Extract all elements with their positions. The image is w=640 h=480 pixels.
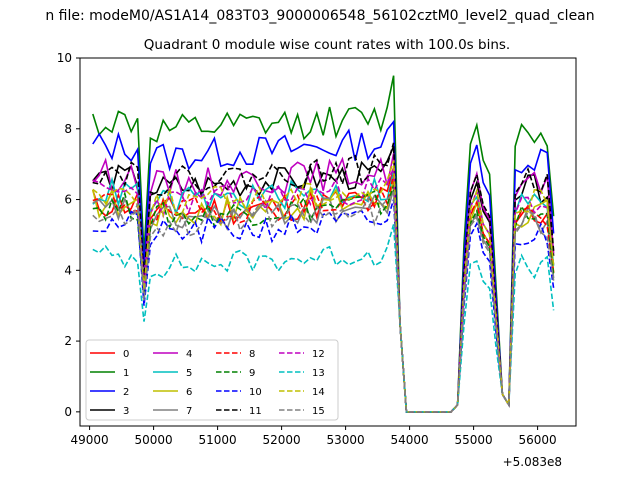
- legend-label-11: 11: [249, 406, 262, 417]
- series-layer: [92, 75, 555, 413]
- legend-label-5: 5: [186, 368, 192, 379]
- y-tick-label: 10: [57, 51, 72, 65]
- series-line-2: [92, 119, 555, 413]
- series-line-1: [92, 75, 555, 413]
- legend-label-10: 10: [249, 387, 262, 398]
- y-tick-label: 0: [64, 405, 72, 419]
- series-line-13: [92, 224, 555, 413]
- series-line-9: [92, 185, 555, 413]
- series-line-7: [92, 188, 555, 413]
- x-tick-label: 55000: [455, 433, 493, 447]
- axes: 49000 50000 51000 52000 53000 54000 55000 56000…: [57, 51, 577, 447]
- legend-label-4: 4: [186, 349, 192, 360]
- series-line-3: [92, 146, 555, 413]
- legend-label-13: 13: [312, 368, 325, 379]
- y-tick-label: 8: [64, 122, 72, 136]
- x-tick-label: 56000: [519, 433, 557, 447]
- y-tick-label: 6: [64, 193, 72, 207]
- legend-frame: [85, 339, 339, 421]
- series-line-14: [92, 160, 555, 413]
- legend-label-1: 1: [123, 368, 129, 379]
- legend-label-7: 7: [186, 406, 192, 417]
- figure-suptitle: n file: modeM0/AS1A14_083T03_9000006548_…: [45, 8, 594, 24]
- legend-label-3: 3: [123, 406, 129, 417]
- x-tick-label: 53000: [327, 433, 365, 447]
- legend-label-2: 2: [123, 387, 129, 398]
- plot-frame: [79, 57, 577, 427]
- x-offset-label: +5.083e8: [503, 455, 562, 469]
- y-tick-label: 2: [64, 334, 72, 348]
- x-tick-label: 54000: [391, 433, 429, 447]
- chart-title: Quadrant 0 module wise count rates with …: [144, 37, 510, 53]
- legend-label-9: 9: [249, 368, 255, 379]
- legend-label-8: 8: [249, 349, 255, 360]
- x-tick-label: 51000: [199, 433, 237, 447]
- x-tick-label: 49000: [71, 433, 109, 447]
- legend-label-6: 6: [186, 387, 192, 398]
- legend-label-15: 15: [312, 406, 325, 417]
- x-tick-label: 52000: [263, 433, 301, 447]
- legend-label-14: 14: [312, 387, 325, 398]
- series-line-11: [92, 142, 555, 413]
- series-line-15: [92, 190, 555, 413]
- legend-label-0: 0: [123, 349, 129, 360]
- y-tick-label: 4: [64, 263, 72, 277]
- series-line-8: [92, 174, 555, 413]
- series-line-10: [92, 199, 555, 413]
- x-tick-label: 50000: [135, 433, 173, 447]
- legend-label-12: 12: [312, 349, 325, 360]
